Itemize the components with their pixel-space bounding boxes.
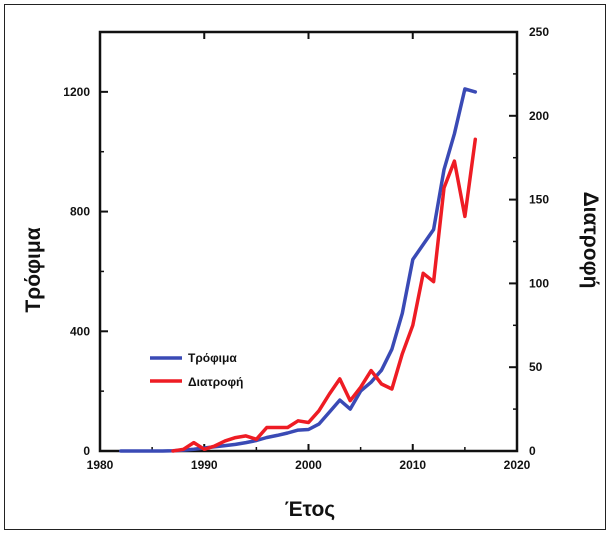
x-tick-label-2: 2000 (295, 458, 322, 472)
y-left-tick-label-3: 1200 (63, 85, 90, 99)
y-axis-title-left: Τρόφιμα (22, 227, 45, 312)
axis-ticks (99, 31, 518, 452)
y-right-tick-label-4: 200 (529, 109, 549, 123)
y-right-tick-label-0: 0 (529, 444, 536, 458)
y-axis-title-right: Διατροφή (579, 192, 602, 289)
y-right-tick-label-2: 100 (529, 276, 549, 290)
y-right-tick-label-1: 50 (529, 360, 543, 374)
legend-box (146, 347, 280, 395)
y-right-tick-label-5: 250 (529, 25, 549, 39)
x-tick-label-1: 1990 (191, 458, 218, 472)
x-axis-title: Έτος (285, 498, 336, 521)
x-tick-label-3: 2010 (399, 458, 426, 472)
legend-label-diatrofi: Διατροφή (188, 375, 243, 389)
y-right-tick-label-3: 150 (529, 193, 549, 207)
series-lines (119, 87, 478, 453)
y-left-tick-label-2: 800 (70, 205, 90, 219)
series-line-1 (171, 137, 478, 453)
x-tick-label-0: 1980 (87, 458, 114, 472)
x-tick-label-4: 2020 (504, 458, 531, 472)
tick-labels: 1980 1990 2000 2010 202004008001200050100150… (63, 25, 549, 472)
legend-label-trofima: Τρόφιμα (188, 351, 237, 365)
legend: Τρόφιμα Διατροφή (146, 347, 280, 395)
series-line-0 (119, 87, 478, 453)
y-left-tick-label-1: 400 (70, 324, 90, 338)
y-left-tick-label-0: 0 (83, 444, 90, 458)
